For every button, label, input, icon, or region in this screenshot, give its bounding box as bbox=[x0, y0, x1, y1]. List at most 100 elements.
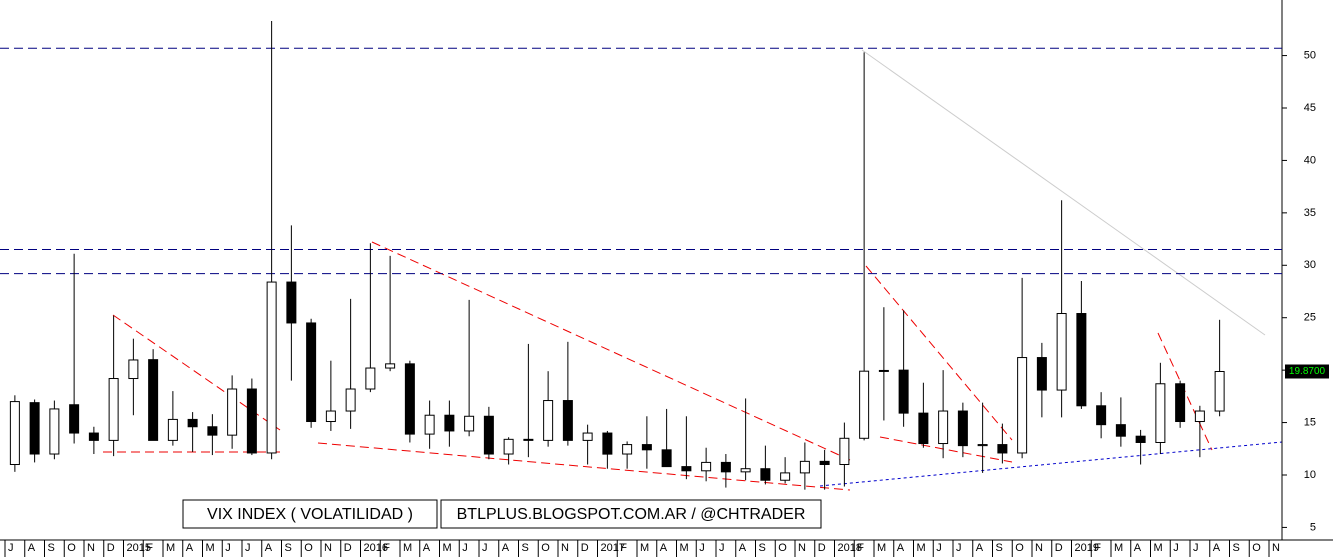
x-tick-label: A bbox=[1213, 542, 1221, 554]
candle-body bbox=[1175, 383, 1186, 423]
x-tick-label: S bbox=[996, 542, 1003, 554]
candle-body bbox=[957, 410, 968, 447]
x-tick-label: J bbox=[8, 542, 14, 554]
y-tick-label: 30 bbox=[1304, 259, 1316, 271]
x-tick-label: 2018 bbox=[838, 542, 862, 554]
trendline bbox=[317, 442, 851, 491]
candle-body bbox=[780, 472, 791, 481]
y-tick-label: 40 bbox=[1304, 154, 1316, 166]
candle-body bbox=[69, 404, 80, 434]
x-tick-label: A bbox=[423, 542, 431, 554]
candle-body bbox=[1194, 410, 1205, 423]
candle-body bbox=[582, 432, 593, 441]
x-tick-label: D bbox=[581, 542, 589, 554]
candle-body bbox=[385, 363, 396, 369]
candle-body bbox=[562, 400, 573, 441]
candle-body bbox=[681, 466, 692, 472]
x-tick-label: J bbox=[462, 542, 468, 554]
y-tick-label: 50 bbox=[1304, 49, 1316, 61]
candle-body bbox=[464, 415, 475, 432]
candle-body bbox=[622, 444, 633, 455]
candle-body bbox=[29, 402, 40, 455]
x-tick-label: A bbox=[502, 542, 510, 554]
x-tick-label: A bbox=[1134, 542, 1142, 554]
y-tick-label: 45 bbox=[1304, 102, 1316, 114]
x-tick-label: F bbox=[1094, 542, 1101, 554]
candle-body bbox=[148, 359, 159, 441]
x-tick-label: S bbox=[48, 542, 55, 554]
x-tick-label: A bbox=[976, 542, 984, 554]
candle-body bbox=[1135, 435, 1146, 443]
x-tick-label: J bbox=[956, 542, 962, 554]
candle-body bbox=[286, 281, 297, 324]
x-tick-label: N bbox=[324, 542, 332, 554]
candle-body bbox=[9, 401, 20, 466]
candle-body bbox=[444, 414, 455, 432]
last-price-box bbox=[1285, 364, 1329, 379]
candle-body bbox=[365, 367, 376, 390]
y-tick-label: 35 bbox=[1304, 207, 1316, 219]
x-tick-label: D bbox=[344, 542, 352, 554]
x-tick-label: A bbox=[739, 542, 747, 554]
y-tick-label: 25 bbox=[1304, 312, 1316, 324]
x-tick-label: O bbox=[67, 542, 76, 554]
x-tick-label: M bbox=[640, 542, 649, 554]
x-tick-label: J bbox=[936, 542, 942, 554]
x-tick-label: A bbox=[265, 542, 273, 554]
candle-body bbox=[977, 444, 988, 447]
x-tick-label: J bbox=[482, 542, 488, 554]
x-tick-label: O bbox=[304, 542, 313, 554]
candle-body bbox=[898, 369, 909, 414]
candle-body bbox=[799, 460, 810, 474]
x-tick-label: M bbox=[1114, 542, 1123, 554]
x-tick-label: M bbox=[917, 542, 926, 554]
candle-body bbox=[266, 281, 277, 454]
annotation-box bbox=[182, 499, 438, 529]
candle-body bbox=[1214, 370, 1225, 412]
y-tick-label: 15 bbox=[1304, 416, 1316, 428]
candle-body bbox=[424, 414, 435, 435]
x-tick-label: F bbox=[146, 542, 153, 554]
candle-body bbox=[819, 460, 830, 466]
x-tick-label: J bbox=[1193, 542, 1199, 554]
x-tick-label: J bbox=[245, 542, 251, 554]
candle-body bbox=[997, 444, 1008, 454]
candle-body bbox=[641, 444, 652, 451]
x-tick-label: 2015 bbox=[127, 542, 151, 554]
annotation-box bbox=[440, 499, 822, 529]
x-tick-label: J bbox=[719, 542, 725, 554]
x-tick-label: O bbox=[1252, 542, 1261, 554]
annotation: VIX INDEX ( VOLATILIDAD ) bbox=[207, 506, 413, 523]
candle-body bbox=[325, 410, 336, 423]
candle-body bbox=[918, 412, 929, 445]
annotation: BTLPLUS.BLOGSPOT.COM.AR / @CHTRADER bbox=[457, 506, 806, 523]
candle-body bbox=[938, 410, 949, 445]
candle-body bbox=[760, 468, 771, 481]
x-tick-label: O bbox=[1015, 542, 1024, 554]
trendline bbox=[865, 265, 1013, 441]
x-tick-label: N bbox=[798, 542, 806, 554]
candle-body bbox=[720, 461, 731, 473]
y-tick-label: 5 bbox=[1310, 521, 1316, 533]
candle-body bbox=[503, 438, 514, 455]
candle-body bbox=[1056, 313, 1067, 391]
candle-body bbox=[878, 369, 889, 372]
candle-body bbox=[701, 461, 712, 472]
trendline bbox=[879, 436, 1013, 463]
x-tick-label: N bbox=[1035, 542, 1043, 554]
x-tick-label: D bbox=[1055, 542, 1063, 554]
x-tick-label: S bbox=[759, 542, 766, 554]
candle-body bbox=[404, 363, 415, 435]
candle-body bbox=[1155, 383, 1166, 443]
x-tick-label: O bbox=[778, 542, 787, 554]
x-tick-label: F bbox=[857, 542, 864, 554]
trendline bbox=[819, 441, 1283, 487]
x-tick-label: A bbox=[897, 542, 905, 554]
trendline bbox=[861, 49, 1266, 336]
x-tick-label: F bbox=[620, 542, 627, 554]
candle-body bbox=[345, 388, 356, 412]
candle-body bbox=[128, 359, 139, 380]
candle-body bbox=[167, 418, 178, 441]
candle-body bbox=[108, 378, 119, 441]
